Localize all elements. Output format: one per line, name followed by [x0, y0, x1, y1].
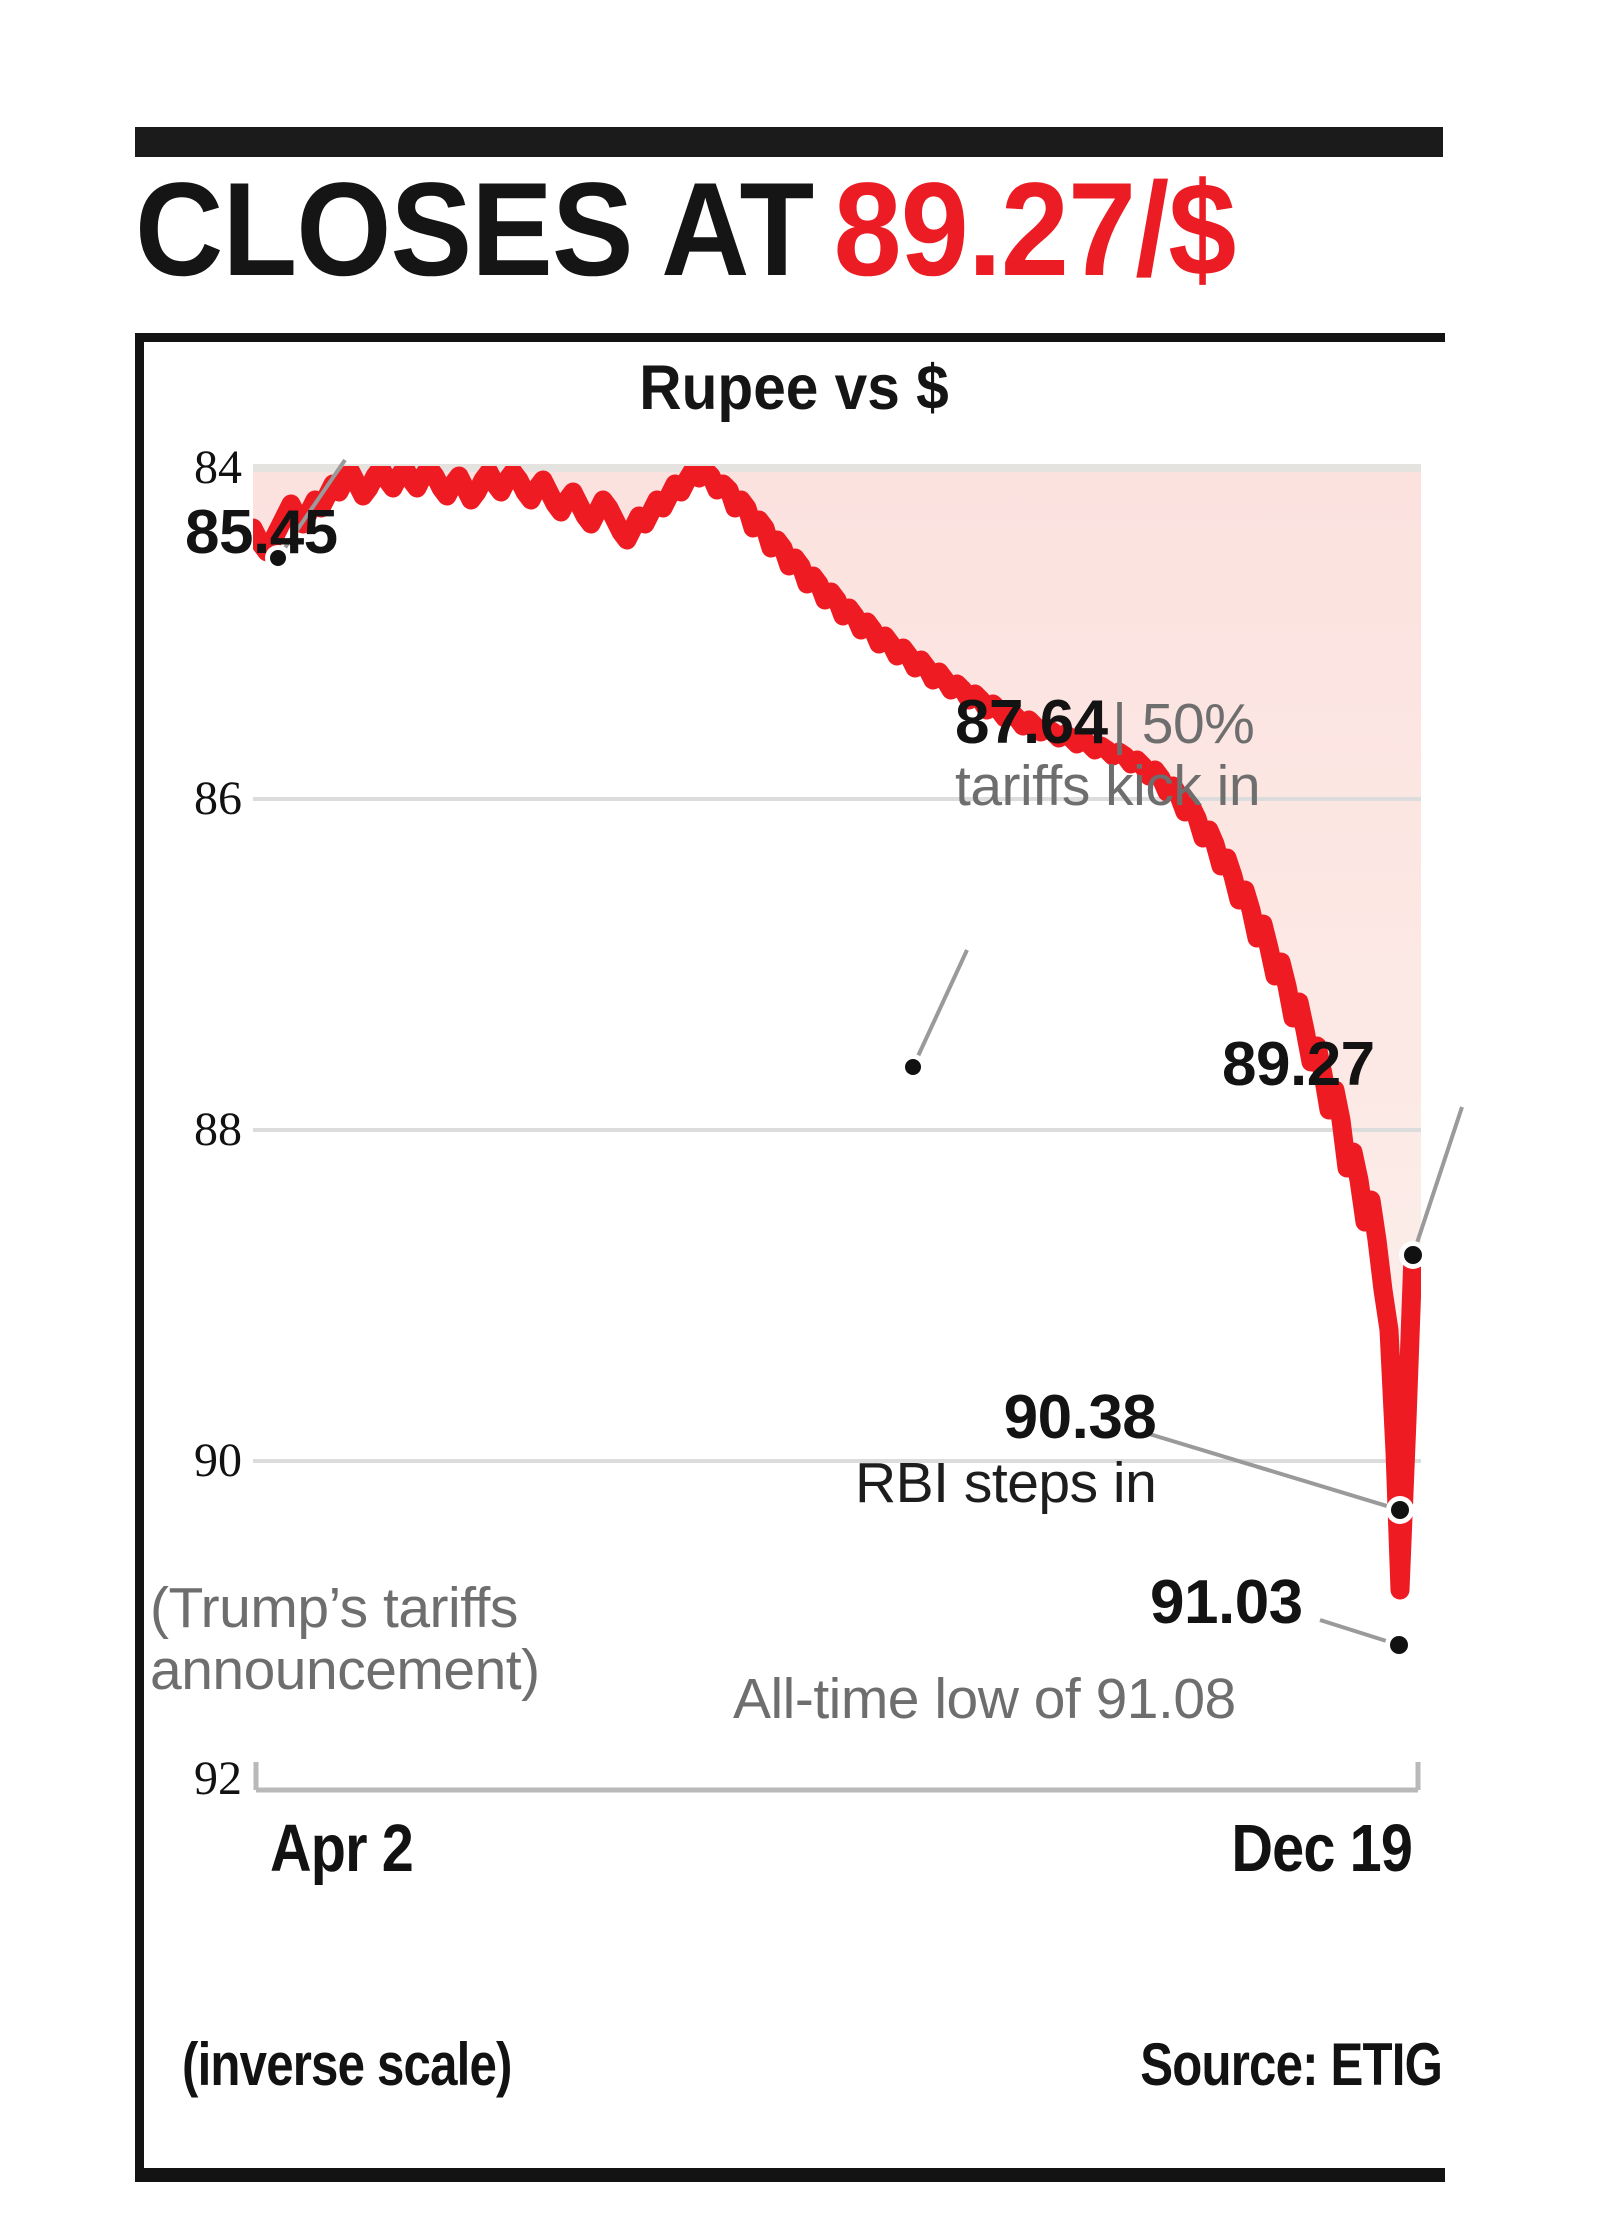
leader-90-38: [1145, 1431, 1401, 1512]
annotation-tariffs-note: | 50%: [1112, 692, 1255, 756]
annotation-trump-line2: announcement): [150, 1637, 540, 1702]
annotation-rbi-value: 90.38: [1003, 1383, 1157, 1452]
marker-87-64: [900, 1054, 926, 1080]
rupee-line: [253, 466, 1421, 1600]
headline-underline: [135, 333, 1445, 342]
gridlines: [253, 464, 1421, 1463]
annotation-low-value: 91.03: [1150, 1568, 1303, 1637]
y-tick-92: 92: [194, 1752, 242, 1805]
annotation-alltime-low-text: All-time low of 91.08: [733, 1667, 1236, 1731]
annotation-rbi: 90.38 RBI steps in: [855, 1383, 1157, 1516]
y-tick-90: 90: [194, 1434, 242, 1487]
leader-91-03: [1319, 1618, 1400, 1647]
annotation-tariffs-value: 87.64: [955, 688, 1108, 757]
annotation-tariffs: 87.64 | 50% tariffs kick in: [955, 688, 1261, 819]
annotation-rbi-note: RBI steps in: [855, 1451, 1157, 1516]
annotation-close-value: 89.27: [1222, 1030, 1375, 1099]
inverse-scale-note: (inverse scale): [182, 2031, 512, 2098]
annotation-alltime-low: All-time low of 91.08: [733, 1667, 1236, 1731]
y-tick-86: 86: [194, 772, 242, 825]
annotation-start-value: 85.45: [185, 498, 338, 567]
annotation-low: 91.03: [1150, 1570, 1303, 1635]
headline-prefix: CLOSES AT: [135, 155, 814, 304]
annotation-trump-line1: (Trump’s tariffs: [150, 1576, 518, 1640]
annotation-trump: (Trump’s tariffs announcement): [150, 1576, 540, 1702]
annotation-close: 89.27: [1222, 1032, 1375, 1097]
frame-left-border: [135, 333, 144, 2176]
annotation-tariffs-note2: tariffs kick in: [955, 754, 1261, 819]
x-label-end: Dec 19: [1231, 1811, 1413, 1886]
headline-value: 89.27/$: [833, 155, 1237, 304]
top-rule: [135, 127, 1443, 157]
area-fill: [253, 466, 1421, 1590]
marker-89-27: [1399, 1241, 1427, 1269]
leader-87-64: [911, 949, 969, 1068]
chart-title: Rupee vs $: [639, 353, 949, 423]
marker-91-03: [1385, 1631, 1413, 1659]
y-tick-88: 88: [194, 1103, 242, 1156]
source-label: Source: ETIG: [1140, 2031, 1443, 2098]
marker-90-38: [1386, 1496, 1414, 1524]
x-axis: [253, 1762, 1421, 1793]
frame-bottom-border: [135, 2168, 1445, 2182]
x-label-start: Apr 2: [270, 1811, 414, 1886]
y-tick-84: 84: [194, 441, 242, 494]
leader-89-27: [1411, 1106, 1464, 1256]
annotation-start: 85.45: [185, 500, 338, 565]
headline: CLOSES AT 89.27/$: [135, 155, 1349, 305]
